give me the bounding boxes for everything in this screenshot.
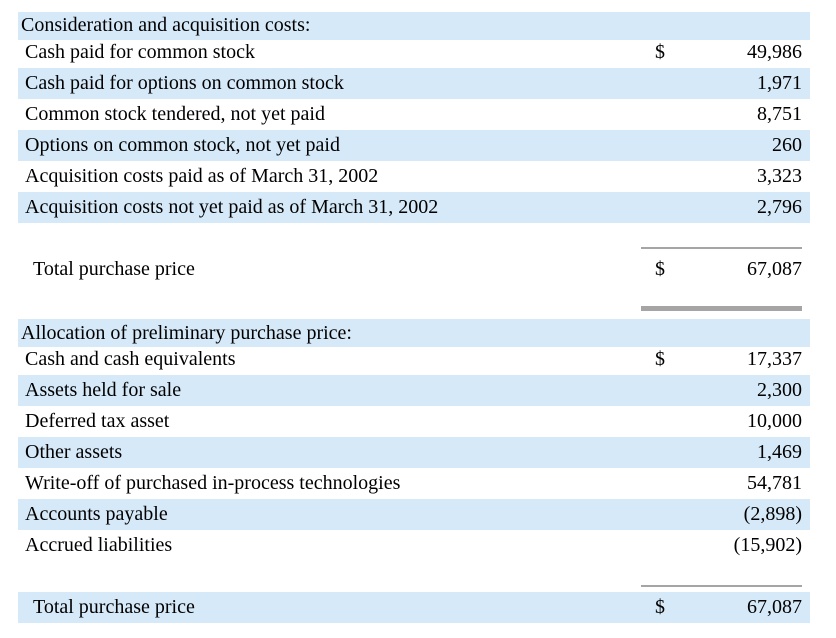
row-label: Accounts payable [25, 503, 168, 525]
row-amount: 54,781 [747, 472, 802, 494]
table-row: Cash paid for options on common stock 1,… [18, 68, 810, 99]
total-label: Total purchase price [33, 258, 195, 280]
row-amount: 260 [772, 134, 802, 156]
row-label: Accrued liabilities [25, 534, 173, 556]
row-label: Write-off of purchased in-process techno… [25, 472, 401, 494]
currency-symbol: $ [655, 596, 665, 618]
currency-symbol: $ [655, 348, 665, 370]
section-header-label: Allocation of preliminary purchase price… [21, 322, 352, 344]
row-label: Options on common stock, not yet paid [25, 134, 340, 156]
row-label: Common stock tendered, not yet paid [25, 103, 325, 125]
row-amount: (15,902) [733, 534, 802, 556]
table-row: Write-off of purchased in-process techno… [18, 468, 810, 499]
total-row: Total purchase price $ 67,087 [18, 592, 810, 623]
row-amount: (2,898) [743, 503, 802, 525]
row-amount: 3,323 [757, 165, 802, 187]
total-top-rule [641, 247, 802, 249]
table-row: Cash paid for common stock $ 49,986 [18, 37, 810, 68]
table-row: Cash and cash equivalents $ 17,337 [18, 344, 810, 375]
total-top-rule [641, 585, 802, 587]
row-label: Cash paid for common stock [25, 41, 255, 63]
currency-symbol: $ [655, 41, 665, 63]
table-row: Other assets 1,469 [18, 437, 810, 468]
row-label: Cash and cash equivalents [25, 348, 236, 370]
row-amount: 2,796 [757, 196, 802, 218]
table-row: Acquisition costs paid as of March 31, 2… [18, 161, 810, 192]
row-amount: 8,751 [757, 103, 802, 125]
table-row: Assets held for sale 2,300 [18, 375, 810, 406]
row-label: Acquisition costs paid as of March 31, 2… [25, 165, 379, 187]
row-label: Assets held for sale [25, 379, 182, 401]
row-amount: 49,986 [747, 41, 802, 63]
total-double-rule [641, 306, 802, 311]
row-label: Acquisition costs not yet paid as of Mar… [25, 196, 439, 218]
row-label: Other assets [25, 441, 123, 463]
total-amount: 67,087 [747, 258, 802, 280]
row-amount: 2,300 [757, 379, 802, 401]
total-row: Total purchase price $ 67,087 [18, 254, 810, 285]
table-row: Deferred tax asset 10,000 [18, 406, 810, 437]
section-header-label: Consideration and acquisition costs: [21, 14, 311, 36]
row-amount: 17,337 [747, 348, 802, 370]
total-amount: 67,087 [747, 596, 802, 618]
row-amount: 1,469 [757, 441, 802, 463]
table-row: Common stock tendered, not yet paid 8,75… [18, 99, 810, 130]
row-label: Cash paid for options on common stock [25, 72, 344, 94]
row-amount: 10,000 [747, 410, 802, 432]
table-row: Accrued liabilities (15,902) [18, 530, 810, 561]
table-row: Acquisition costs not yet paid as of Mar… [18, 192, 810, 223]
row-amount: 1,971 [757, 72, 802, 94]
section-header-consideration: Consideration and acquisition costs: [18, 12, 810, 40]
table-row: Options on common stock, not yet paid 26… [18, 130, 810, 161]
row-label: Deferred tax asset [25, 410, 170, 432]
table-row: Accounts payable (2,898) [18, 499, 810, 530]
currency-symbol: $ [655, 258, 665, 280]
section-header-allocation: Allocation of preliminary purchase price… [18, 319, 810, 347]
total-label: Total purchase price [33, 596, 195, 618]
